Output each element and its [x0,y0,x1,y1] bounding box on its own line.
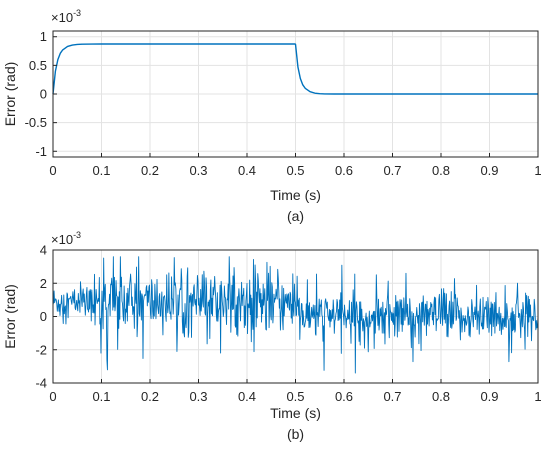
y-multiplier: ×10 [51,10,73,25]
x-tick-label: 0 [49,163,56,178]
y-tick-label: 2 [40,276,47,291]
x-tick-label: 0.1 [92,389,110,404]
caption-a: (a) [287,208,304,224]
x-tick-label: 0.4 [238,389,256,404]
y-tick-label: 0 [40,309,47,324]
x-tick-label: 1 [534,163,541,178]
series-line [52,43,538,95]
x-tick-label: 0.2 [141,163,159,178]
y-axis-label-a: Error (rad) [2,62,18,127]
x-tick-label: 1 [534,389,541,404]
x-axis-label-a: Time (s) [270,187,321,203]
y-tick-label: 1 [40,29,47,44]
series-line [52,256,539,374]
x-tick-label: 0.7 [383,163,401,178]
x-tick-label: 0.6 [335,163,353,178]
x-tick-label: 0.5 [286,163,304,178]
x-tick-label: 0 [49,389,56,404]
x-tick-label: 0.5 [286,389,304,404]
y-axis-label-b: Error (rad) [2,284,18,349]
x-tick-label: 0.8 [432,163,450,178]
y-exponent-value: -3 [73,230,81,240]
chart-panel-b: 0 0.1 0.2 0.3 0.4 0.5 0.6 0.7 0.8 0.9 1 -4 -2 0 2 4 ×10… [2,230,542,442]
x-tick-label: 0.6 [335,389,353,404]
chart-panel-a: 0 0.1 0.2 0.3 0.4 0.5 0.6 0.7 0.8 0.9 1 -1 -0.5 0 0.5 1… [2,8,542,224]
x-tick-label: 0.2 [141,389,159,404]
x-axis-label-b: Time (s) [270,405,321,421]
y-tick-label: -4 [35,376,47,391]
y-exponent-value: -3 [73,8,81,18]
caption-b: (b) [287,426,304,442]
x-tick-label: 0.4 [238,163,256,178]
y-tick-label: -1 [35,144,47,159]
y-exponent-b: ×10-3 [51,230,81,247]
x-tick-label: 0.3 [189,389,207,404]
x-tick-label: 0.1 [92,163,110,178]
x-tick-label: 0.8 [432,389,450,404]
x-tick-label: 0.3 [189,163,207,178]
y-tick-label: 0.5 [29,58,47,73]
x-tick-label: 0.7 [383,389,401,404]
x-tick-label: 0.9 [480,389,498,404]
y-multiplier: ×10 [51,232,73,247]
y-tick-label: -0.5 [25,115,47,130]
y-tick-label: 4 [40,243,47,258]
y-tick-label: -2 [35,342,47,357]
y-tick-label: 0 [40,87,47,102]
x-tick-label: 0.9 [480,163,498,178]
y-exponent-a: ×10-3 [51,8,81,25]
